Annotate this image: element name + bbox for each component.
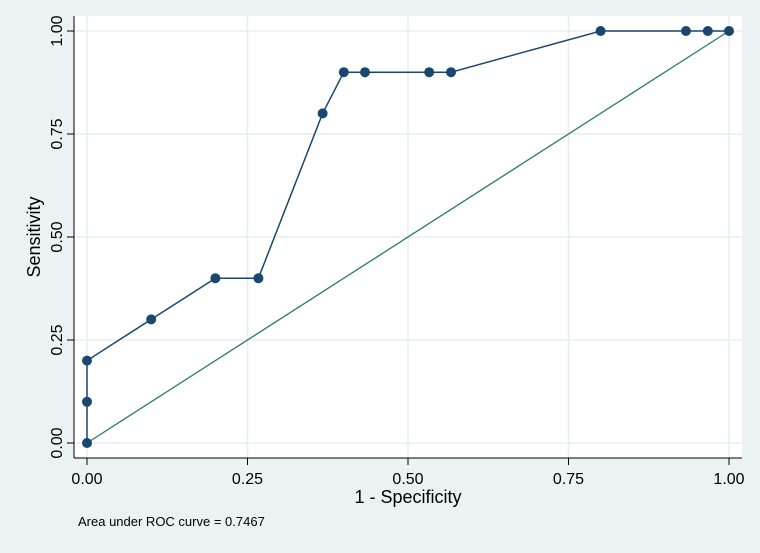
roc-point [253, 273, 264, 284]
x-tick-label: 0.50 [392, 471, 423, 488]
roc-point [146, 314, 157, 325]
y-tick-label: 0.00 [49, 427, 66, 458]
x-tick-label: 0.75 [553, 471, 584, 488]
roc-point [446, 67, 457, 78]
x-tick-label: 1.00 [713, 471, 744, 488]
y-tick-label: 0.25 [49, 324, 66, 355]
roc-point [338, 67, 349, 78]
roc-point [210, 273, 221, 284]
roc-point [82, 396, 92, 407]
roc-point [680, 26, 691, 36]
y-axis-title: Sensitivity [24, 196, 44, 277]
roc-point [595, 26, 606, 36]
roc-point [359, 67, 370, 78]
y-tick-label: 0.50 [49, 221, 66, 252]
roc-point [82, 438, 92, 448]
y-tick-label: 1.00 [49, 15, 66, 46]
roc-point [424, 67, 435, 78]
series [82, 26, 734, 448]
auc-note: Area under ROC curve = 0.7467 [78, 514, 265, 529]
x-axis-title: 1 - Specificity [354, 487, 461, 507]
roc-point [702, 26, 713, 36]
x-tick-label: 0.25 [232, 471, 263, 488]
roc-point [724, 26, 734, 36]
roc-point [82, 355, 92, 366]
y-tick-label: 0.75 [49, 118, 66, 149]
roc-point [317, 108, 328, 119]
reference-line [86, 30, 730, 444]
x-tick-label: 0.00 [71, 471, 102, 488]
ticks: 0.00 0.25 0.50 0.75 1.00 0.00 0.25 0.50 0.75 1.00 [49, 15, 745, 488]
